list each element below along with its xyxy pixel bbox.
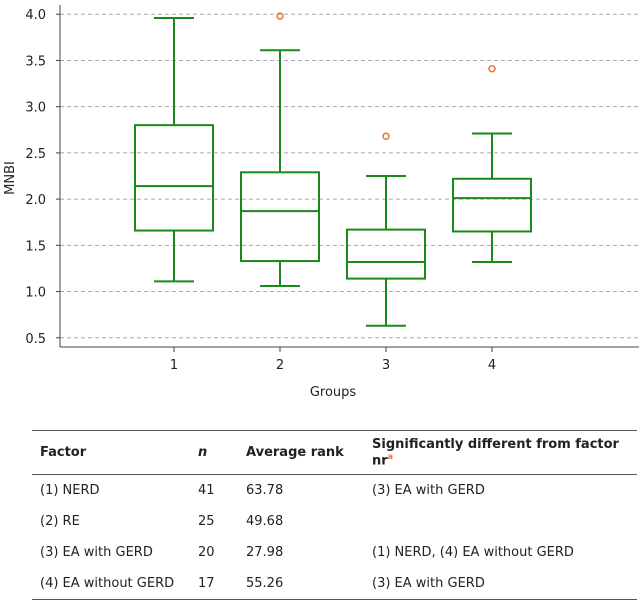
x-tick-label: 3 bbox=[382, 358, 390, 373]
grid-lines bbox=[60, 13, 639, 339]
cell-n: 17 bbox=[198, 576, 215, 592]
cell-diff: (1) NERD, (4) EA without GERD bbox=[372, 545, 574, 561]
cell-diff: (3) EA with GERD bbox=[372, 483, 485, 499]
cell-rank: 49.68 bbox=[246, 514, 284, 530]
cell-factor: (3) EA with GERD bbox=[40, 545, 153, 561]
cell-n: 20 bbox=[198, 545, 215, 561]
boxes bbox=[134, 12, 532, 327]
axes: 0.5 1.0 1.5 2.0 2.5 3.0 3.5 4.0 1 2 3 4 bbox=[25, 5, 639, 373]
iqr-box bbox=[346, 228, 426, 280]
y-tick-label: 4.0 bbox=[25, 8, 46, 23]
table-row: (3) EA with GERD 20 27.98 (1) NERD, (4) … bbox=[32, 537, 637, 568]
box-group-1 bbox=[134, 16, 214, 283]
table-row: (1) NERD 41 63.78 (3) EA with GERD bbox=[32, 475, 637, 507]
box-group-4 bbox=[452, 65, 532, 263]
y-axis-title: MNBI bbox=[3, 161, 18, 195]
x-tick-label: 4 bbox=[488, 358, 496, 373]
iqr-box bbox=[240, 171, 320, 263]
cell-diff bbox=[364, 506, 637, 537]
y-tick-label: 1.0 bbox=[25, 286, 46, 301]
footnote-marker: a bbox=[387, 452, 394, 461]
cell-factor: (4) EA without GERD bbox=[40, 576, 175, 592]
outlier-point bbox=[276, 12, 284, 20]
cell-n: 41 bbox=[198, 483, 215, 499]
statistics-table: Factor n Average rank Significantly diff… bbox=[32, 430, 637, 600]
x-tick-label: 2 bbox=[276, 358, 284, 373]
x-axis-title: Groups bbox=[310, 385, 357, 400]
outlier-point bbox=[488, 65, 496, 73]
cell-rank: 55.26 bbox=[246, 576, 284, 592]
y-tick-label: 3.0 bbox=[25, 101, 46, 116]
cell-rank: 27.98 bbox=[246, 545, 284, 561]
y-tick-label: 2.5 bbox=[25, 147, 46, 162]
box-group-2 bbox=[240, 12, 320, 287]
iqr-box bbox=[134, 124, 214, 232]
cell-diff: (3) EA with GERD bbox=[372, 576, 485, 592]
cell-factor: (1) NERD bbox=[40, 483, 100, 499]
box-plot-chart: 0.5 1.0 1.5 2.0 2.5 3.0 3.5 4.0 1 2 3 4 MNBI Groups bbox=[3, 5, 639, 400]
cell-rank: 63.78 bbox=[246, 483, 284, 499]
outlier-point bbox=[382, 132, 390, 141]
x-tick-label: 1 bbox=[170, 358, 178, 373]
cell-factor: (2) RE bbox=[40, 514, 80, 530]
header-significant-diff: Significantly different from factor nra bbox=[364, 431, 637, 475]
iqr-box bbox=[452, 177, 532, 233]
table-header-row: Factor n Average rank Significantly diff… bbox=[32, 430, 637, 475]
header-average-rank: Average rank bbox=[246, 445, 344, 461]
cell-n: 25 bbox=[198, 514, 215, 530]
table-row: (2) RE 25 49.68 bbox=[32, 506, 637, 537]
y-tick-label: 0.5 bbox=[25, 332, 46, 347]
header-n: n bbox=[198, 445, 208, 461]
y-tick-label: 1.5 bbox=[25, 239, 46, 254]
y-tick-label: 2.0 bbox=[25, 193, 46, 208]
table-row: (4) EA without GERD 17 55.26 (3) EA with… bbox=[32, 568, 637, 600]
header-factor: Factor bbox=[40, 445, 87, 461]
statistics-table-container: Factor n Average rank Significantly diff… bbox=[32, 430, 637, 600]
box-group-3 bbox=[346, 132, 426, 327]
y-tick-label: 3.5 bbox=[25, 54, 46, 69]
header-significant-diff-text: Significantly different from factor nr bbox=[372, 437, 619, 469]
